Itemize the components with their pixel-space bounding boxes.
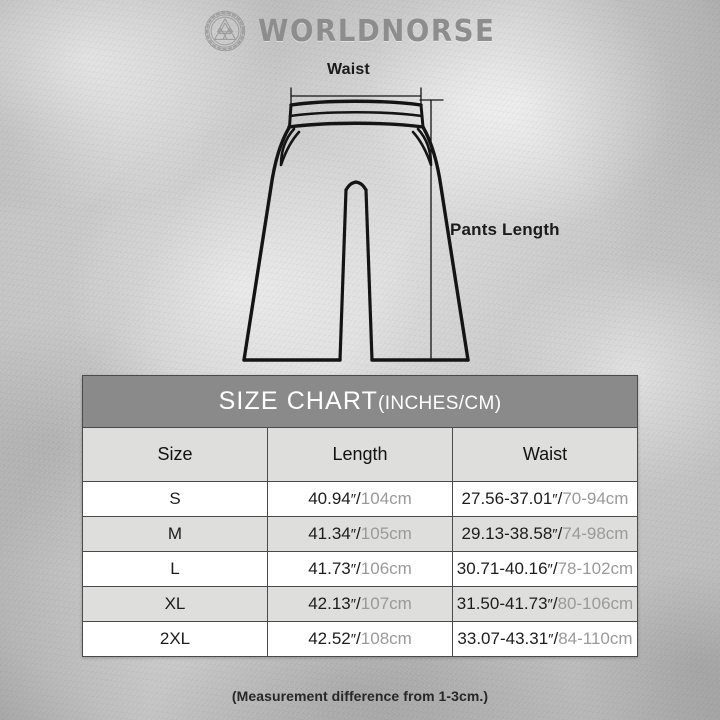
cell-size: M	[82, 516, 268, 552]
table-row: M 41.34″/105cm 29.13-38.58″/74-98cm	[82, 516, 638, 552]
cell-waist: 27.56-37.01″/70-94cm	[452, 481, 638, 517]
cell-length: 42.52″/108cm	[267, 621, 453, 657]
cell-length-inches: 41.73	[308, 559, 351, 578]
cell-length: 41.34″/105cm	[267, 516, 453, 552]
table-title-units: (INCHES/CM)	[377, 393, 502, 414]
table-title-row: SIZE CHART(INCHES/CM)	[82, 375, 638, 428]
cell-length-inches: 42.13	[308, 594, 351, 613]
cell-waist-inches: 31.50-41.73	[456, 594, 548, 613]
cell-length-inches: 42.52	[308, 629, 351, 648]
size-chart-table: SIZE CHART(INCHES/CM) Size Length Waist …	[82, 375, 638, 657]
cell-size: S	[82, 481, 268, 517]
cell-length-cm: 108cm	[360, 629, 412, 648]
cell-length-cm: 107cm	[360, 594, 412, 613]
cell-waist: 29.13-38.58″/74-98cm	[452, 516, 638, 552]
table-row: XL 42.13″/107cm 31.50-41.73″/80-106cm	[82, 586, 638, 622]
table-row: S 40.94″/104cm 27.56-37.01″/70-94cm	[82, 481, 638, 517]
waist-measure-label: Waist	[327, 61, 370, 78]
cell-size: L	[82, 551, 268, 587]
table-title-main: SIZE CHART	[218, 387, 378, 415]
cell-length: 40.94″/104cm	[267, 481, 453, 517]
cell-waist-inches: 29.13-38.58	[461, 524, 553, 543]
brand-name: WORLDNORSE	[257, 13, 496, 49]
cell-waist-cm: 74-98cm	[562, 524, 629, 543]
column-header-waist: Waist	[452, 427, 638, 482]
column-header-size: Size	[82, 427, 268, 482]
table-title: SIZE CHART(INCHES/CM)	[82, 375, 638, 428]
cell-length: 42.13″/107cm	[267, 586, 453, 622]
cell-waist: 31.50-41.73″/80-106cm	[452, 586, 638, 622]
cell-length-inches: 40.94	[308, 489, 351, 508]
cell-length-inches: 41.34	[308, 524, 351, 543]
cell-size: 2XL	[82, 621, 268, 657]
cell-waist: 30.71-40.16″/78-102cm	[452, 551, 638, 587]
cell-size: XL	[82, 586, 268, 622]
cell-waist-cm: 70-94cm	[562, 489, 629, 508]
cell-waist-cm: 80-106cm	[557, 594, 634, 613]
cell-waist-cm: 84-110cm	[558, 629, 633, 648]
table-header-row: Size Length Waist	[82, 427, 638, 482]
length-measure-label: Pants Length	[450, 220, 560, 239]
cell-waist-inches: 30.71-40.16	[456, 559, 548, 578]
brand-header: WORLDNORSE	[0, 8, 720, 54]
cell-waist-inches: 33.07-43.31	[457, 629, 549, 648]
pants-diagram: Waist Pants Length	[215, 55, 615, 370]
cell-length-cm: 106cm	[360, 559, 412, 578]
cell-length-cm: 105cm	[360, 524, 412, 543]
table-row: 2XL 42.52″/108cm 33.07-43.31″/84-110cm	[82, 621, 638, 657]
cell-waist-inches: 27.56-37.01	[461, 489, 553, 508]
column-header-length: Length	[267, 427, 453, 482]
measurement-footnote: (Measurement difference from 1-3cm.)	[231, 688, 489, 704]
cell-waist-cm: 78-102cm	[557, 559, 634, 578]
cell-length: 41.73″/106cm	[267, 551, 453, 587]
cell-length-cm: 104cm	[360, 489, 412, 508]
valknut-logo-icon	[204, 10, 246, 52]
cell-waist: 33.07-43.31″/84-110cm	[452, 621, 638, 657]
table-row: L 41.73″/106cm 30.71-40.16″/78-102cm	[82, 551, 638, 587]
